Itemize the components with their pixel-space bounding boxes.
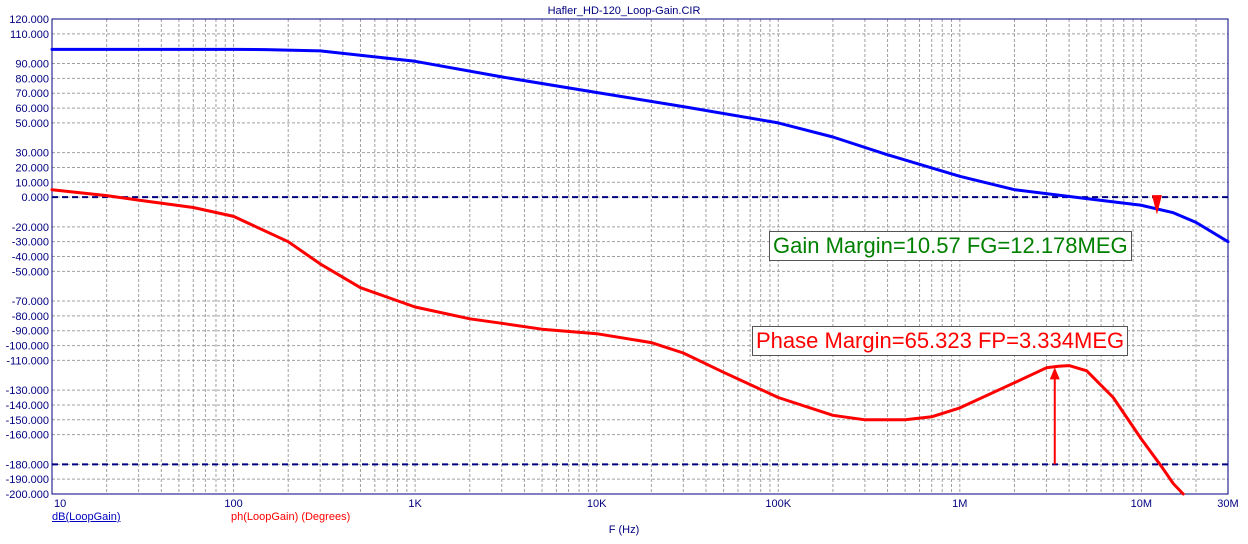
series-lines	[50, 47, 1230, 496]
reference-lines	[52, 196, 1228, 466]
margin-markers	[1049, 195, 1162, 465]
x-tick-label: 1K	[408, 498, 422, 510]
y-tick-label: 120.000	[9, 14, 49, 26]
y-tick-label: -180.000	[6, 459, 49, 471]
y-tick-label: 30.000	[15, 148, 49, 160]
x-tick-label: 30M	[1217, 498, 1238, 510]
gain-margin-annotation: Gain Margin=10.57 FG=12.178MEG	[769, 231, 1132, 261]
y-tick-label: 110.000	[10, 29, 49, 41]
y-tick-labels: 120.000 110.000 90.000 80.000 70.000 60.000 50…	[6, 14, 49, 501]
series-line-0	[50, 47, 1230, 244]
gain-margin-arrow-head	[1151, 195, 1162, 215]
y-tick-label: 70.000	[15, 88, 49, 100]
y-tick-label: 90.000	[15, 59, 49, 71]
legend-db-loopgain[interactable]: dB(LoopGain)	[52, 511, 121, 523]
x-tick-label: 10M	[1131, 498, 1152, 510]
x-tick-label: 10	[54, 498, 66, 510]
y-tick-label: -130.000	[6, 385, 49, 397]
chart-title: Hafler_HD-120_Loop-Gain.CIR	[547, 5, 701, 17]
y-tick-label: -150.000	[6, 415, 49, 427]
y-tick-label: 50.000	[15, 118, 49, 130]
series-line-1	[50, 188, 1185, 496]
y-tick-label: 80.000	[15, 73, 49, 85]
y-tick-label: -50.000	[12, 266, 49, 278]
y-tick-label: 10.000	[15, 177, 49, 189]
y-tick-label: -30.000	[12, 237, 49, 249]
phase-margin-annotation: Phase Margin=65.323 FP=3.334MEG	[752, 326, 1129, 356]
x-axis-label: F (Hz)	[608, 524, 640, 536]
x-tick-label: 100K	[765, 498, 791, 510]
x-tick-label: 10K	[587, 498, 607, 510]
phase-margin-arrow-head	[1049, 367, 1060, 380]
y-tick-label: -110.000	[6, 355, 49, 367]
x-tick-label: 1M	[952, 498, 967, 510]
y-tick-label: 20.000	[15, 162, 49, 174]
y-tick-label: 0.000	[21, 192, 49, 204]
y-tick-label: -40.000	[12, 252, 49, 264]
plot-frame	[51, 18, 1229, 495]
y-tick-label: -80.000	[12, 311, 49, 323]
y-tick-label: -20.000	[12, 222, 49, 234]
y-tick-label: -70.000	[12, 296, 49, 308]
y-tick-label: 60.000	[15, 103, 49, 115]
x-tick-labels: 10 100 1K 10K 100K 1M 10M 30M	[54, 498, 1239, 510]
y-tick-label: -100.000	[6, 341, 49, 353]
y-tick-label: -160.000	[6, 430, 49, 442]
legend-phase-loopgain[interactable]: ph(LoopGain) (Degrees)	[231, 511, 351, 523]
y-tick-label: -90.000	[12, 326, 49, 338]
y-tick-label: -190.000	[6, 474, 49, 486]
x-tick-label: 100	[224, 498, 242, 510]
y-tick-label: -140.000	[6, 400, 49, 412]
y-tick-label: -200.000	[6, 489, 49, 501]
